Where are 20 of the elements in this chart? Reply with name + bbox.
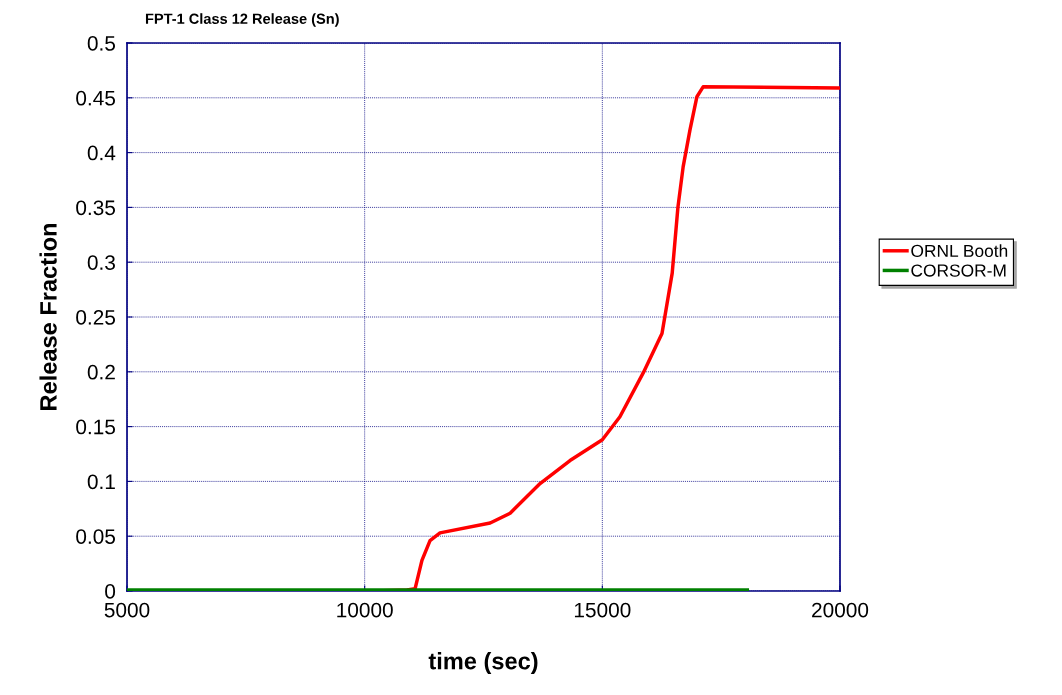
- x-tick-label: 10000: [337, 602, 393, 618]
- legend-label: ORNL Booth: [911, 244, 1008, 258]
- y-tick-label: 0.25: [76, 310, 116, 325]
- y-tick-label: 0.1: [87, 474, 115, 490]
- y-tick-label: 0.5: [87, 36, 116, 51]
- legend-label: CORSOR-M: [911, 264, 1006, 277]
- x-tick-label: 5000: [104, 602, 150, 618]
- y-tick-label: 0: [105, 584, 116, 599]
- x-tick-label: 20000: [812, 602, 869, 618]
- y-axis-title: Release Fraction: [39, 223, 57, 410]
- y-tick-label: 0.45: [76, 90, 116, 106]
- y-tick-label: 0.3: [87, 255, 115, 270]
- chart-title: FPT-1 Class 12 Release (Sn): [145, 13, 339, 27]
- x-tick-label: 15000: [574, 602, 631, 618]
- y-tick-label: 0.4: [87, 145, 116, 161]
- y-tick-label: 0.35: [76, 200, 116, 216]
- y-tick-label: 0.05: [76, 529, 116, 544]
- y-tick-label: 0.15: [76, 419, 116, 435]
- x-axis-title: time (sec): [428, 652, 538, 675]
- y-tick-label: 0.2: [87, 364, 115, 380]
